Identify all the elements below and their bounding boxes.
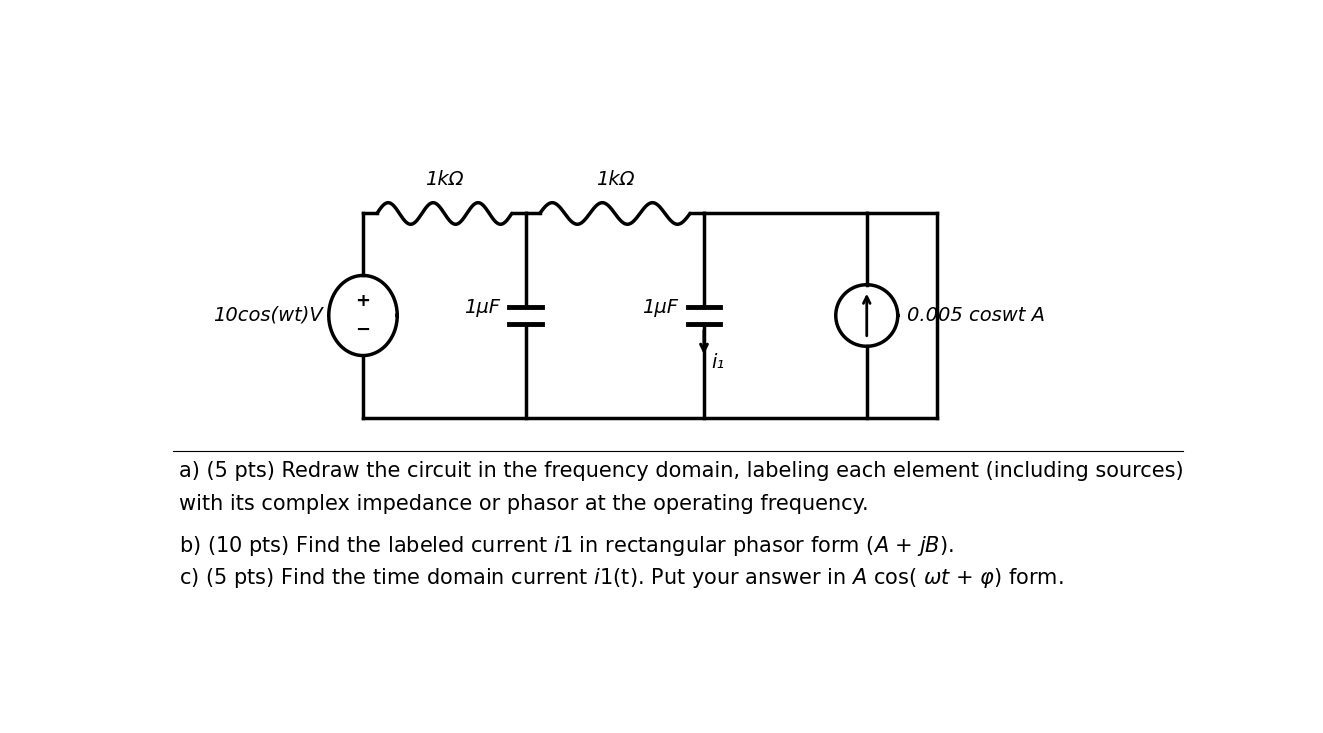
Text: 1kΩ: 1kΩ [425,170,463,189]
Text: 1μF: 1μF [643,298,679,317]
Text: b) (10 pts) Find the labeled current $i$1 in rectangular phasor form ($A$ + $j$$: b) (10 pts) Find the labeled current $i$… [180,534,954,558]
Text: −: − [356,321,370,339]
Text: 10cos(wt)V: 10cos(wt)V [213,306,323,325]
Text: i₁: i₁ [712,353,725,372]
Text: 1kΩ: 1kΩ [595,170,634,189]
Text: a) (5 pts) Redraw the circuit in the frequency domain, labeling each element (in: a) (5 pts) Redraw the circuit in the fre… [180,461,1184,482]
Text: with its complex impedance or phasor at the operating frequency.: with its complex impedance or phasor at … [180,494,869,514]
Text: +: + [356,292,370,310]
Text: 1μF: 1μF [464,298,500,317]
Text: 0.005 coswt A: 0.005 coswt A [908,306,1045,325]
Text: c) (5 pts) Find the time domain current $i$1(t). Put your answer in $A$ cos( $\o: c) (5 pts) Find the time domain current … [180,566,1064,590]
